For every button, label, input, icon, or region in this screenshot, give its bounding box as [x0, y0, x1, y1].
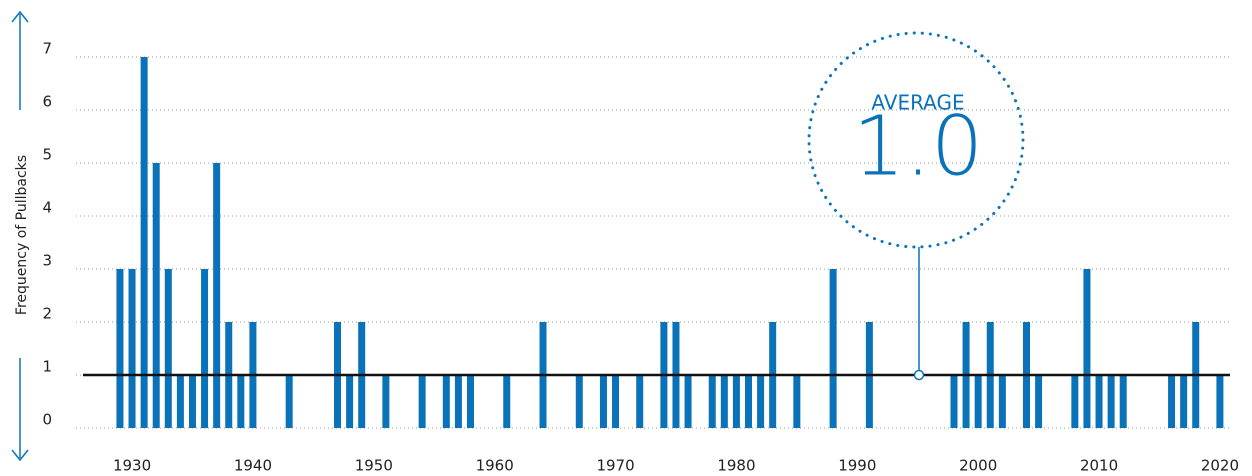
- bar: [745, 375, 752, 428]
- bar: [575, 375, 583, 428]
- bar: [612, 375, 620, 428]
- axis-arrows: [11, 10, 29, 462]
- bar: [720, 375, 728, 428]
- bar: [128, 269, 136, 428]
- bar: [1168, 375, 1176, 428]
- average-label: AVERAGE: [871, 91, 964, 115]
- bar: [1180, 375, 1188, 428]
- bar: [1216, 375, 1224, 428]
- bar: [116, 269, 124, 428]
- x-tick-label: 1940: [234, 457, 272, 475]
- bar: [1035, 375, 1043, 428]
- bar: [793, 375, 801, 428]
- bar: [454, 375, 462, 428]
- bar: [188, 375, 196, 428]
- bar: [164, 269, 172, 428]
- x-tick-label: 1960: [476, 457, 514, 475]
- x-tick-label: 1950: [355, 457, 393, 475]
- x-tick-label: 2020: [1201, 457, 1239, 475]
- bar: [1071, 375, 1079, 428]
- average-circle: [807, 31, 1025, 249]
- bar: [418, 375, 426, 428]
- bar: [732, 375, 740, 428]
- bar: [442, 375, 450, 428]
- bar: [950, 375, 958, 428]
- x-tick-label: 1930: [113, 457, 151, 475]
- y-tick-label: 3: [42, 252, 52, 270]
- bar: [998, 375, 1006, 428]
- y-tick-label: 5: [42, 146, 52, 164]
- bar: [708, 375, 716, 428]
- bar: [213, 163, 221, 428]
- bar: [1083, 269, 1091, 428]
- bar: [285, 375, 293, 428]
- bar: [176, 375, 184, 428]
- average-dot: [913, 369, 925, 381]
- bar: [684, 375, 692, 428]
- y-tick-label: 6: [42, 93, 52, 111]
- y-tick-label: 0: [42, 411, 52, 429]
- bar: [237, 375, 245, 428]
- x-tick-label: 1990: [838, 457, 876, 475]
- bar: [974, 375, 982, 428]
- bar: [636, 375, 644, 428]
- x-tick-label: 2000: [959, 457, 997, 475]
- bar: [346, 375, 354, 428]
- bar: [1095, 375, 1103, 428]
- x-tick-label: 2010: [1080, 457, 1118, 475]
- bar: [757, 375, 765, 428]
- y-tick-label: 7: [42, 40, 52, 58]
- bar: [503, 375, 511, 428]
- bar: [382, 375, 390, 428]
- y-tick-label: 1: [42, 358, 52, 376]
- bar: [599, 375, 607, 428]
- x-tick-label: 1980: [717, 457, 755, 475]
- bar: [140, 57, 148, 428]
- y-axis-label: Frequency of Pullbacks: [14, 155, 30, 315]
- average-value: 1.0: [853, 100, 983, 195]
- x-tick-label: 1970: [596, 457, 634, 475]
- bar: [1119, 375, 1127, 428]
- y-tick-label: 2: [42, 305, 52, 323]
- bar: [829, 269, 837, 428]
- bar: [152, 163, 160, 428]
- bar: [201, 269, 209, 428]
- bar: [466, 375, 474, 428]
- y-tick-label: 4: [42, 199, 52, 217]
- bar: [1107, 375, 1115, 428]
